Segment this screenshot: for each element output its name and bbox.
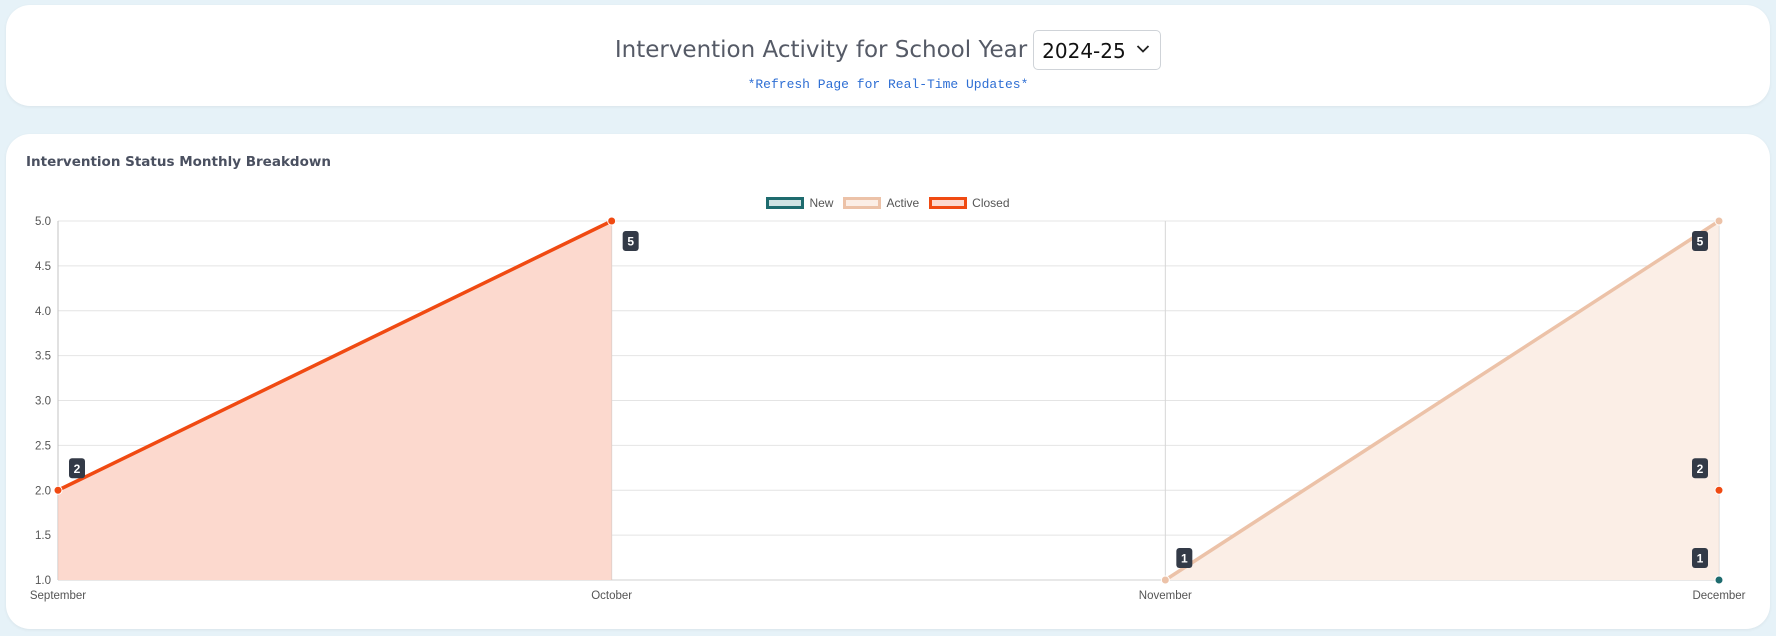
data-label-badge [1692,548,1708,568]
y-tick-label: 2.5 [35,440,51,452]
x-tick-label: November [1139,590,1192,602]
data-point-closed [53,485,63,495]
y-tick-label: 4.5 [35,261,51,273]
data-label-active: 5 [1697,235,1704,249]
y-tick-label: 4.0 [35,306,51,318]
header-card: Intervention Activity for School Year 20… [6,5,1770,106]
data-label-closed: 2 [74,462,81,476]
data-point-new [1714,575,1724,585]
data-label-badge [69,458,85,479]
data-point-closed [607,216,617,226]
page-title: Intervention Activity for School Year [614,37,1028,63]
school-year-select[interactable]: 2024-25 [1033,30,1162,70]
legend-swatch [766,197,805,209]
legend-label: Closed [972,196,1010,210]
series-line-active [1164,219,1720,582]
legend-label: New [809,196,834,210]
data-label-new: 1 [1697,552,1704,566]
series-line-closed [57,219,613,492]
data-point-active [1160,575,1170,585]
chart-card: Intervention Status Monthly Breakdown Ne… [6,134,1770,629]
data-label-badge [1692,458,1708,479]
y-tick-label: 1.0 [35,575,51,587]
refresh-note: *Refresh Page for Real-Time Updates* [747,77,1029,92]
data-point-active [1714,216,1724,226]
y-tick-label: 2.0 [35,485,51,497]
data-label-badge [622,231,639,251]
legend-label: Active [886,196,920,210]
data-label-closed: 5 [627,235,634,249]
x-tick-label: October [591,590,632,602]
line-chart: 1.0 1.5 2.0 2.5 3.0 3.5 4.0 4.5 5.0 September Octo… [30,216,1746,602]
legend-item-closed[interactable]: Closed [929,196,1010,210]
chart-legend: New Active Closed [6,196,1770,210]
legend-item-new[interactable]: New [766,196,833,210]
data-label-badge [1692,231,1708,251]
data-label-closed: 2 [1697,462,1704,476]
legend-swatch [929,197,968,209]
legend-swatch [843,197,882,209]
title-row: Intervention Activity for School Year 20… [6,30,1770,70]
y-tick-label: 3.5 [35,351,51,363]
chevron-down-icon [1137,45,1150,53]
x-tick-label: September [30,590,86,602]
x-tick-label: December [1692,590,1745,602]
legend-item-active[interactable]: Active [843,196,919,210]
y-tick-label: 3.0 [35,396,51,408]
data-label-badge [1176,548,1193,568]
y-tick-label: 1.5 [35,530,51,542]
data-label-active: 1 [1181,552,1188,566]
school-year-value: 2024-25 [1042,39,1126,63]
y-tick-label: 5.0 [35,216,51,228]
series-area-closed [58,221,612,580]
data-point-closed [1714,485,1724,495]
chart-title: Intervention Status Monthly Breakdown [26,154,331,170]
